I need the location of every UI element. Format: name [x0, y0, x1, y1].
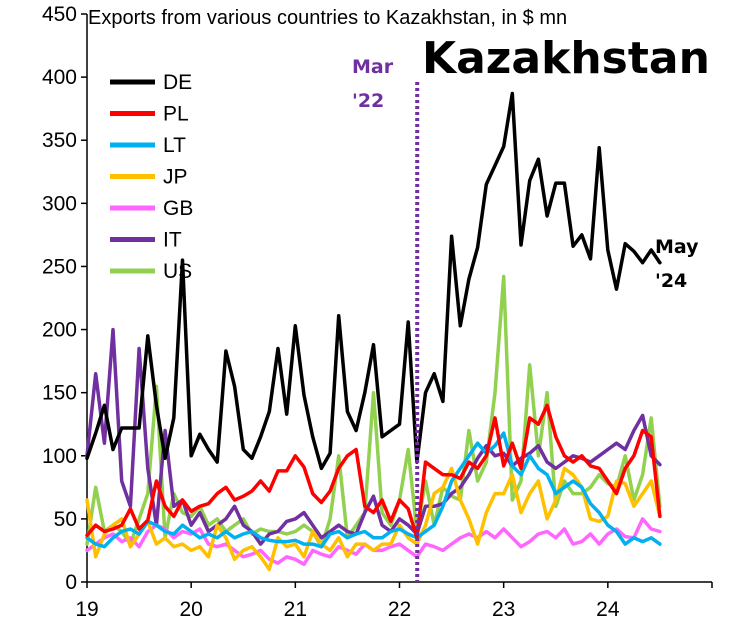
y-tick-label: 0: [65, 571, 77, 594]
series-line-de: [85, 91, 662, 471]
series-line-us: [85, 274, 662, 549]
series-line-jp: [85, 466, 662, 572]
x-tick-label: 20: [179, 598, 202, 621]
x-tick-label: 22: [388, 598, 411, 621]
chart-subtitle: Exports from various countries to Kazakh…: [88, 7, 567, 29]
legend-label-jp: JP: [163, 166, 188, 189]
mar-22-annotation-line1: Mar: [352, 56, 394, 78]
x-tick-label: 19: [75, 598, 98, 621]
y-tick-label: 150: [42, 382, 77, 405]
x-tick-label: 24: [596, 598, 620, 621]
series-line-lt: [85, 431, 662, 549]
y-tick-label: 350: [42, 129, 77, 152]
may-24-annotation-line1: May: [655, 236, 699, 258]
y-axis-ticks: 0 50 100 150 200 250 300 350 400 450: [42, 3, 87, 594]
legend-label-gb: GB: [163, 197, 193, 220]
y-tick-label: 300: [42, 192, 77, 215]
y-tick-label: 200: [42, 319, 77, 342]
legend: DE PL LT JP GB IT US: [110, 71, 193, 283]
chart-title: Kazakhstan: [422, 33, 710, 84]
y-tick-label: 50: [54, 508, 77, 531]
x-axis-ticks: 19 20 21 22 23 24: [75, 582, 713, 621]
x-tick-label: 21: [284, 598, 307, 621]
x-tick-label: 23: [492, 598, 515, 621]
legend-label-lt: LT: [163, 134, 186, 157]
may-24-annotation-line2: '24: [655, 270, 687, 292]
y-tick-label: 250: [42, 255, 77, 278]
y-tick-label: 450: [42, 3, 77, 26]
legend-label-it: IT: [163, 229, 182, 252]
legend-label-pl: PL: [163, 103, 189, 126]
series-line-gb: [85, 517, 662, 567]
series-line-pl: [85, 403, 662, 540]
legend-label-us: US: [163, 260, 192, 283]
series-layer: [85, 91, 662, 572]
y-tick-label: 100: [42, 445, 77, 468]
y-tick-label: 400: [42, 66, 77, 89]
mar-22-annotation-line2: '22: [352, 90, 384, 112]
legend-label-de: DE: [163, 71, 192, 94]
